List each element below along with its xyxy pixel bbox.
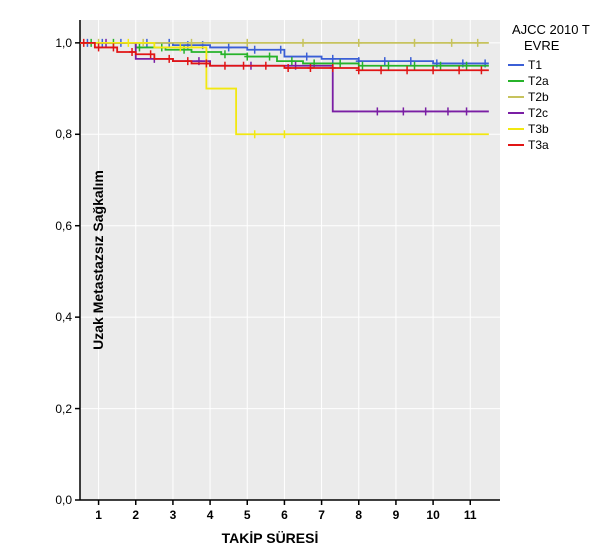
x-tick-label: 9 — [386, 508, 406, 522]
legend-item: T2a — [508, 74, 549, 88]
legend-title-line1: AJCC 2010 T — [512, 22, 590, 37]
x-tick-label: 10 — [423, 508, 443, 522]
legend-swatch — [508, 96, 524, 98]
x-tick-label: 11 — [460, 508, 480, 522]
legend-swatch — [508, 80, 524, 82]
legend-label: T3a — [528, 138, 549, 152]
legend-title-line2: EVRE — [524, 38, 559, 53]
x-tick-label: 7 — [312, 508, 332, 522]
y-tick-label: 0,0 — [42, 493, 72, 507]
legend-label: T1 — [528, 58, 542, 72]
legend-label: T2b — [528, 90, 549, 104]
legend-item: T2b — [508, 90, 549, 104]
x-tick-label: 1 — [89, 508, 109, 522]
x-tick-label: 6 — [274, 508, 294, 522]
legend-swatch — [508, 64, 524, 66]
legend-label: T2a — [528, 74, 549, 88]
legend-item: T3b — [508, 122, 549, 136]
legend-label: T3b — [528, 122, 549, 136]
legend-label: T2c — [528, 106, 548, 120]
x-tick-label: 2 — [126, 508, 146, 522]
x-tick-label: 5 — [237, 508, 257, 522]
legend-swatch — [508, 112, 524, 114]
x-tick-label: 3 — [163, 508, 183, 522]
x-tick-label: 8 — [349, 508, 369, 522]
y-tick-label: 0,6 — [42, 219, 72, 233]
legend-item: T1 — [508, 58, 542, 72]
survival-chart: Uzak Metastazsız Sağkalım TAKİP SÜRESİ A… — [0, 0, 604, 557]
x-axis-label: TAKİP SÜRESİ — [222, 530, 319, 546]
legend-swatch — [508, 144, 524, 146]
y-tick-label: 1,0 — [42, 36, 72, 50]
y-axis-label: Uzak Metastazsız Sağkalım — [90, 170, 106, 350]
y-tick-label: 0,8 — [42, 127, 72, 141]
legend-item: T3a — [508, 138, 549, 152]
legend-swatch — [508, 128, 524, 130]
x-tick-label: 4 — [200, 508, 220, 522]
y-tick-label: 0,2 — [42, 402, 72, 416]
y-tick-label: 0,4 — [42, 310, 72, 324]
legend-item: T2c — [508, 106, 548, 120]
